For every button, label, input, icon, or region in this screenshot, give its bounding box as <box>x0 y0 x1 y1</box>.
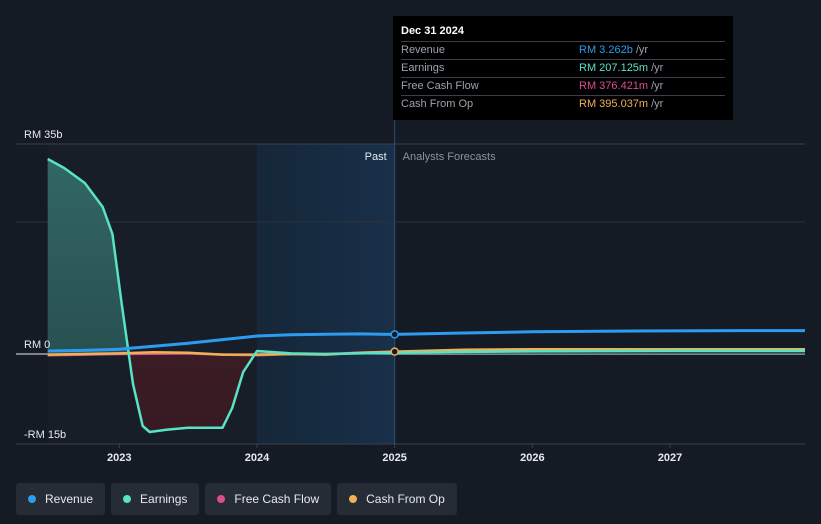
highlight-marker-revenue <box>390 330 399 339</box>
legend-dot-icon <box>28 495 36 503</box>
earnings-area-negative <box>47 354 805 432</box>
tooltip-unit: /yr <box>651 98 664 110</box>
tooltip-row-earnings: Earnings RM 207.125m /yr <box>401 60 725 78</box>
recent-past-shade <box>256 144 395 444</box>
legend-item-free-cash-flow[interactable]: Free Cash Flow <box>205 483 332 515</box>
tooltip-value: RM 207.125m <box>579 62 649 74</box>
tooltip-row-cash-from-op: Cash From Op RM 395.037m /yr <box>401 96 725 113</box>
tooltip-unit: /yr <box>635 44 649 56</box>
tooltip-value: RM 395.037m <box>579 98 649 110</box>
legend-label: Earnings <box>140 492 188 506</box>
legend-label: Free Cash Flow <box>234 492 320 506</box>
x-tick-label: 2026 <box>520 452 544 464</box>
x-tick-label: 2025 <box>382 452 406 464</box>
legend-item-revenue[interactable]: Revenue <box>16 483 106 515</box>
y-tick-label: RM 35b <box>24 129 63 141</box>
tooltip-unit: /yr <box>651 80 664 92</box>
tooltip-label: Free Cash Flow <box>401 80 479 92</box>
series-line-revenue <box>47 329 805 353</box>
tooltip-unit: /yr <box>651 62 664 74</box>
series-line-earnings <box>47 157 805 434</box>
tooltip-row-free-cash-flow: Free Cash Flow RM 376.421m /yr <box>401 78 725 96</box>
y-tick-label: RM 0 <box>24 339 50 351</box>
y-tick-label: -RM 15b <box>24 429 66 441</box>
tooltip-label: Revenue <box>401 44 446 56</box>
earnings-area-positive <box>47 159 805 354</box>
tooltip-value: RM 376.421m <box>579 80 649 92</box>
legend-item-earnings[interactable]: Earnings <box>111 483 200 515</box>
tooltip-row-revenue: Revenue RM 3.262b /yr <box>401 42 725 60</box>
past-label: Past <box>365 151 387 163</box>
legend-label: Cash From Op <box>366 492 445 506</box>
legend-item-cash-from-op[interactable]: Cash From Op <box>337 483 457 515</box>
legend: Revenue Earnings Free Cash Flow Cash Fro… <box>16 483 457 515</box>
legend-label: Revenue <box>45 492 94 506</box>
highlight-marker-cash-from-op <box>390 347 399 356</box>
tooltip-label: Cash From Op <box>401 98 474 110</box>
x-tick-label: 2024 <box>245 452 270 464</box>
legend-dot-icon <box>349 495 358 503</box>
tooltip: Dec 31 2024 Revenue RM 3.262b /yr Earnin… <box>393 16 733 120</box>
tooltip-value: RM 3.262b <box>579 44 633 56</box>
legend-dot-icon <box>217 495 226 503</box>
forecast-label: Analysts Forecasts <box>403 151 496 163</box>
legend-dot-icon <box>123 495 132 503</box>
tooltip-date: Dec 31 2024 <box>401 24 725 42</box>
tooltip-label: Earnings <box>401 62 445 74</box>
x-tick-label: 2027 <box>658 452 682 464</box>
x-tick-label: 2023 <box>107 452 131 464</box>
